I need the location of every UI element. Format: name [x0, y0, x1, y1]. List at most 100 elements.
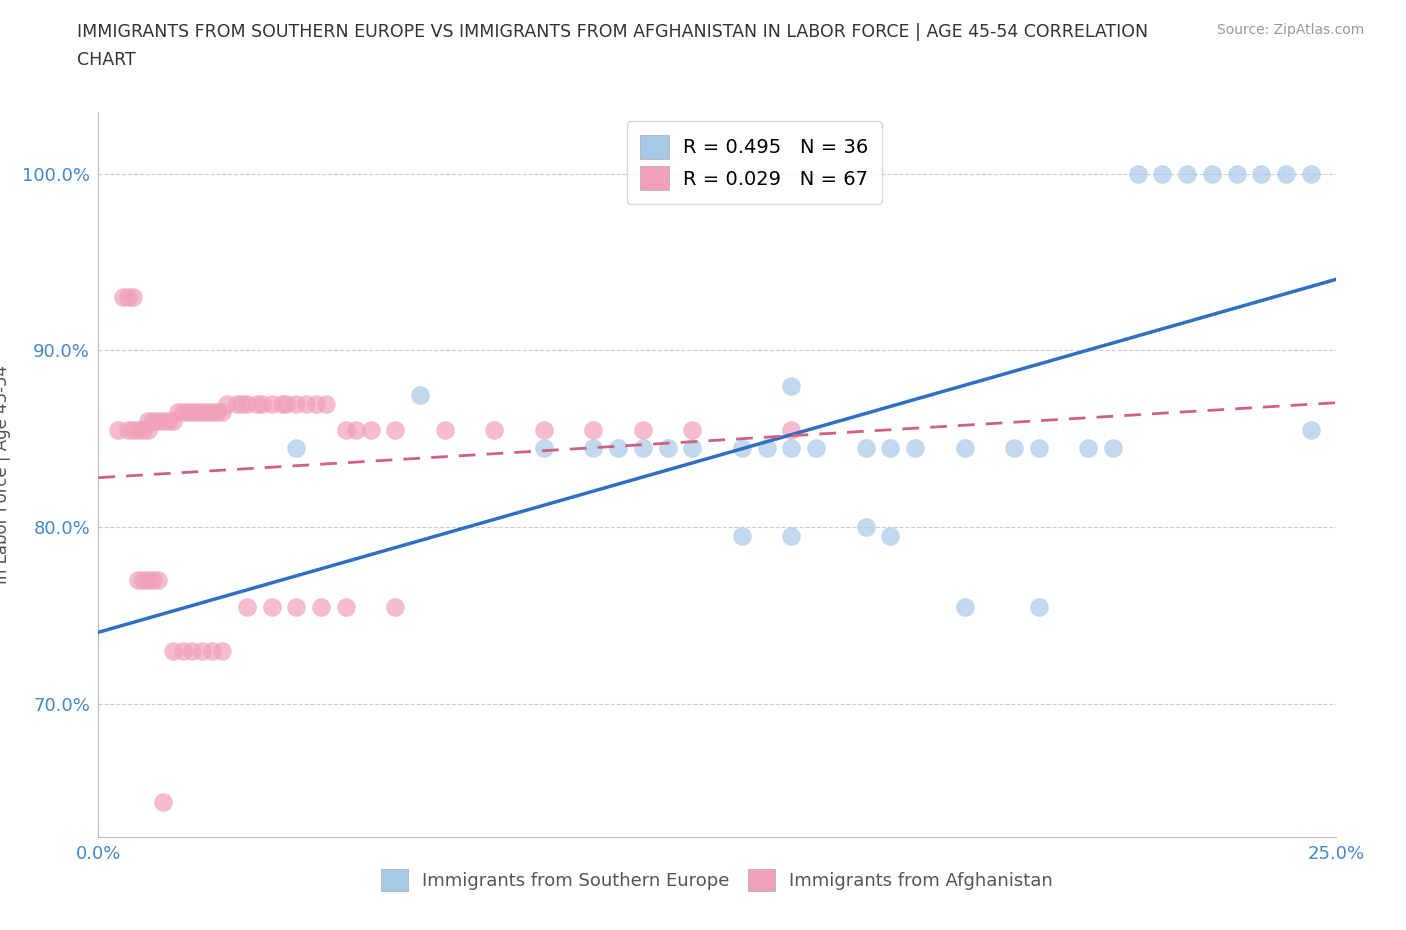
Point	[201, 405, 224, 419]
Point	[855, 440, 877, 455]
Point	[780, 422, 803, 437]
Point	[132, 573, 155, 588]
Point	[217, 396, 239, 411]
Point	[236, 600, 259, 615]
Point	[631, 440, 654, 455]
Point	[127, 573, 149, 588]
Point	[1275, 166, 1298, 181]
Point	[127, 422, 149, 437]
Point	[211, 405, 233, 419]
Point	[181, 644, 204, 658]
Y-axis label: In Labor Force | Age 45-54: In Labor Force | Age 45-54	[0, 365, 11, 584]
Point	[156, 414, 179, 429]
Point	[360, 422, 382, 437]
Point	[755, 440, 778, 455]
Point	[1250, 166, 1272, 181]
Point	[1175, 166, 1198, 181]
Point	[533, 440, 555, 455]
Point	[1077, 440, 1099, 455]
Point	[142, 414, 165, 429]
Point	[295, 396, 318, 411]
Point	[335, 600, 357, 615]
Point	[176, 405, 198, 419]
Point	[780, 440, 803, 455]
Point	[112, 290, 135, 305]
Point	[260, 600, 283, 615]
Point	[136, 573, 159, 588]
Point	[657, 440, 679, 455]
Point	[146, 573, 169, 588]
Point	[236, 396, 259, 411]
Point	[122, 290, 145, 305]
Point	[1028, 440, 1050, 455]
Point	[344, 422, 367, 437]
Point	[731, 440, 754, 455]
Point	[132, 422, 155, 437]
Point	[409, 387, 432, 402]
Point	[162, 414, 184, 429]
Point	[681, 422, 703, 437]
Point	[142, 573, 165, 588]
Point	[953, 600, 976, 615]
Point	[309, 600, 332, 615]
Point	[260, 396, 283, 411]
Point	[731, 529, 754, 544]
Point	[681, 440, 703, 455]
Point	[107, 422, 129, 437]
Point	[201, 644, 224, 658]
Point	[136, 414, 159, 429]
Point	[1102, 440, 1125, 455]
Point	[335, 422, 357, 437]
Point	[804, 440, 827, 455]
Point	[246, 396, 269, 411]
Point	[607, 440, 630, 455]
Point	[780, 379, 803, 393]
Text: CHART: CHART	[77, 51, 136, 69]
Point	[226, 396, 249, 411]
Point	[122, 422, 145, 437]
Point	[195, 405, 218, 419]
Point	[285, 440, 308, 455]
Point	[582, 440, 605, 455]
Point	[879, 440, 901, 455]
Point	[1226, 166, 1249, 181]
Point	[152, 414, 174, 429]
Point	[1201, 166, 1223, 181]
Point	[172, 644, 194, 658]
Point	[285, 600, 308, 615]
Point	[953, 440, 976, 455]
Point	[117, 290, 139, 305]
Point	[117, 422, 139, 437]
Point	[211, 644, 233, 658]
Point	[186, 405, 208, 419]
Point	[384, 600, 406, 615]
Point	[181, 405, 204, 419]
Legend: Immigrants from Southern Europe, Immigrants from Afghanistan: Immigrants from Southern Europe, Immigra…	[373, 860, 1062, 900]
Point	[1299, 166, 1322, 181]
Point	[533, 422, 555, 437]
Point	[270, 396, 292, 411]
Point	[276, 396, 298, 411]
Point	[136, 422, 159, 437]
Point	[231, 396, 253, 411]
Point	[631, 422, 654, 437]
Point	[780, 529, 803, 544]
Text: Source: ZipAtlas.com: Source: ZipAtlas.com	[1216, 23, 1364, 37]
Point	[433, 422, 456, 437]
Point	[305, 396, 328, 411]
Point	[285, 396, 308, 411]
Point	[152, 794, 174, 809]
Point	[904, 440, 927, 455]
Point	[146, 414, 169, 429]
Point	[191, 405, 214, 419]
Point	[1126, 166, 1149, 181]
Point	[1152, 166, 1174, 181]
Point	[1002, 440, 1025, 455]
Point	[855, 520, 877, 535]
Point	[191, 644, 214, 658]
Point	[484, 422, 506, 437]
Point	[879, 529, 901, 544]
Point	[250, 396, 273, 411]
Point	[166, 405, 188, 419]
Point	[1299, 422, 1322, 437]
